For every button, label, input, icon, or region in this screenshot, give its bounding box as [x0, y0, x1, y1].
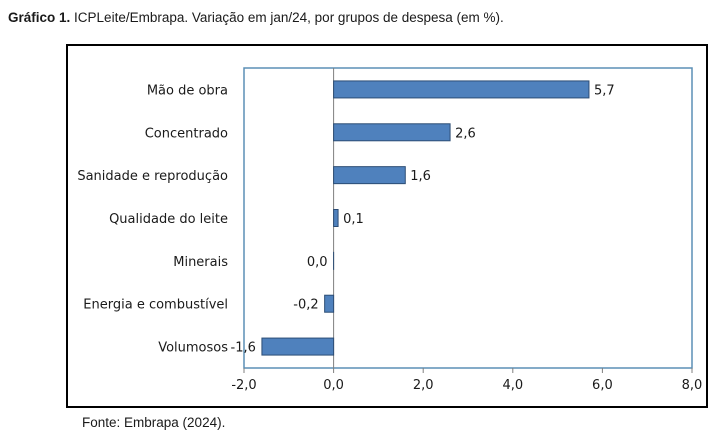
category-label: Volumosos — [158, 341, 228, 356]
x-tick-label: 2,0 — [413, 378, 434, 393]
value-label: 5,7 — [594, 83, 615, 98]
bar — [261, 337, 335, 356]
category-label: Qualidade do leite — [109, 212, 228, 227]
category-label: Minerais — [173, 255, 228, 270]
chart-caption: Gráfico 1. ICPLeite/Embrapa. Variação em… — [8, 10, 504, 25]
category-label: Sanidade e reprodução — [77, 169, 228, 184]
x-tick-label: 0,0 — [323, 378, 344, 393]
value-label: 2,6 — [455, 126, 476, 141]
x-tick-label: 6,0 — [592, 378, 613, 393]
caption-text: ICPLeite/Embrapa. Variação em jan/24, po… — [74, 10, 504, 25]
plot-area — [243, 67, 693, 369]
caption-label: Gráfico 1. — [8, 10, 71, 25]
chart-frame — [66, 44, 708, 408]
bar — [333, 166, 406, 185]
value-label: 0,1 — [343, 212, 364, 227]
bar — [333, 80, 590, 99]
x-tick-label: -2,0 — [231, 378, 256, 393]
bar — [333, 209, 339, 227]
x-tick-label: 4,0 — [502, 378, 523, 393]
value-label: 0,0 — [307, 255, 328, 270]
x-tick-label: 8,0 — [682, 378, 703, 393]
source-note: Fonte: Embrapa (2024). — [82, 415, 226, 430]
value-label: -0,2 — [293, 298, 318, 313]
category-label: Concentrado — [145, 126, 228, 141]
bar — [324, 294, 335, 313]
value-label: -1,6 — [231, 341, 256, 356]
bar — [333, 123, 451, 142]
value-label: 1,6 — [410, 169, 431, 184]
category-label: Energia e combustível — [83, 298, 228, 313]
category-label: Mão de obra — [147, 83, 228, 98]
